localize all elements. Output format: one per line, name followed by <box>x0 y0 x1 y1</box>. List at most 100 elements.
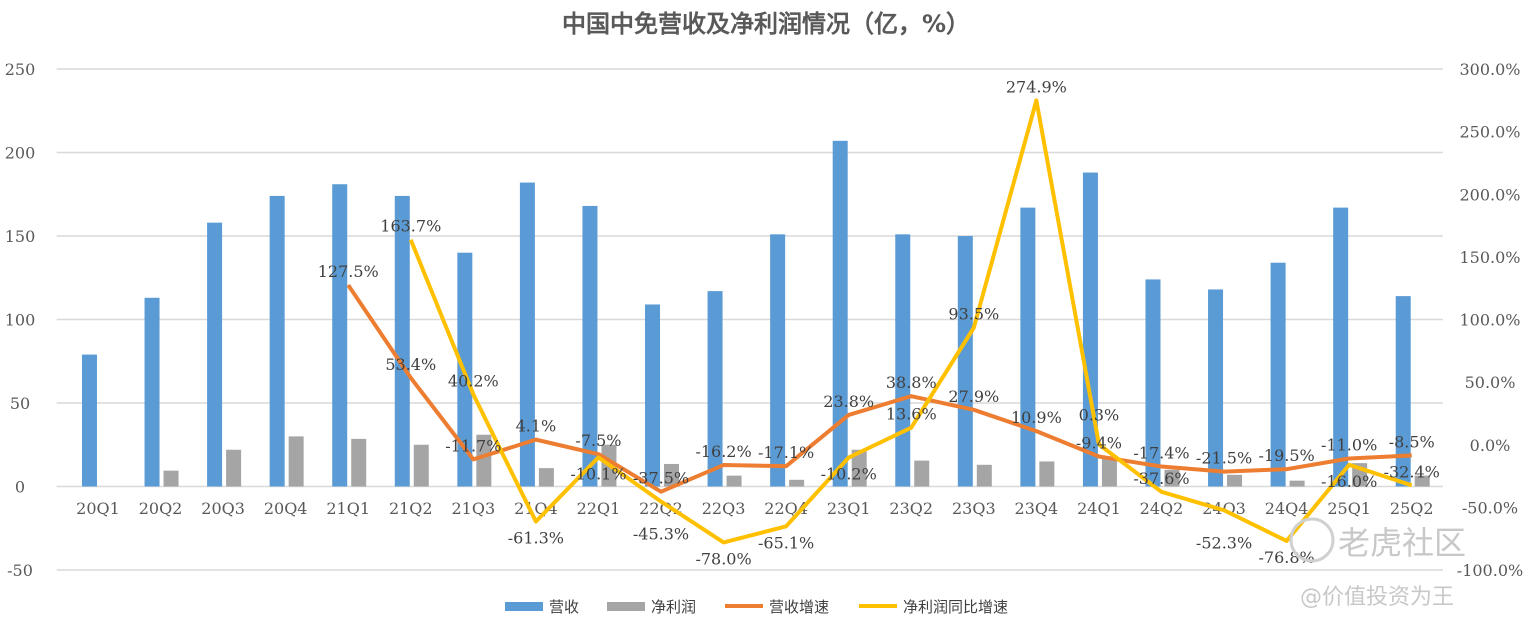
watermark: 老虎社区 @价值投资为王 <box>1289 517 1466 610</box>
data-label: -11.0% <box>1321 436 1377 455</box>
x-axis-tick: 21Q3 <box>452 499 496 518</box>
bar-营收 <box>707 291 723 487</box>
bar-营收 <box>832 140 848 487</box>
bar-营收 <box>1333 207 1349 487</box>
data-label: -21.5% <box>1196 449 1252 468</box>
x-axis-tick: 20Q3 <box>201 499 245 518</box>
watermark-author: @价值投资为王 <box>1300 585 1454 610</box>
data-label: 38.8% <box>886 373 937 392</box>
x-axis-tick: 23Q3 <box>952 499 996 518</box>
bar-净利润 <box>726 475 742 487</box>
bar-营收 <box>582 205 598 487</box>
bar-净利润 <box>226 449 242 487</box>
data-label: -37.5% <box>633 469 689 488</box>
data-label: 4.1% <box>516 417 557 436</box>
bar-营收 <box>1020 207 1036 487</box>
right-axis-tick: -100.0% <box>1457 561 1523 580</box>
watermark-logo-icon <box>1289 517 1335 563</box>
line-净利润同比增速 <box>408 98 1413 545</box>
data-label: -32.4% <box>1384 462 1440 481</box>
watermark-logo-text: 老虎社区 <box>1338 524 1466 562</box>
left-axis-tick: 0 <box>15 478 25 497</box>
bar-营收 <box>519 182 535 487</box>
data-label: -37.6% <box>1133 469 1189 488</box>
bar-营收 <box>1208 289 1224 487</box>
bar-净利润 <box>351 438 367 487</box>
bars <box>81 140 1430 487</box>
data-label: 27.9% <box>948 387 999 406</box>
x-axis-tick: 21Q1 <box>326 499 370 518</box>
data-label: -10.2% <box>821 465 877 484</box>
x-axis-tick: 22Q2 <box>639 499 683 518</box>
data-label: -8.5% <box>1389 432 1435 451</box>
bar-净利润 <box>1164 469 1180 487</box>
left-axis-tick: 100 <box>5 311 36 330</box>
bar-净利润 <box>1227 474 1243 487</box>
legend-swatch <box>607 602 645 611</box>
x-axis-tick: 25Q2 <box>1390 499 1434 518</box>
data-label: 163.7% <box>380 217 441 236</box>
left-axis-tick: 50 <box>10 394 30 413</box>
x-axis-tick: 22Q3 <box>702 499 746 518</box>
right-axis-tick: -50.0% <box>1462 498 1518 517</box>
bar-净利润 <box>664 463 680 487</box>
data-label: -17.1% <box>758 443 814 462</box>
bar-营收 <box>1270 262 1286 487</box>
right-axis-tick: 250.0% <box>1459 123 1520 142</box>
right-axis-ticks: -100.0% -50.0% 0.0% 50.0% 100.0% 150.0% 200.0%… <box>1457 60 1523 580</box>
legend-swatch <box>505 602 543 611</box>
legend-label: 营收 <box>549 598 579 616</box>
bar-净利润 <box>1414 475 1430 487</box>
x-axis-tick: 20Q1 <box>76 499 120 518</box>
data-label: 40.2% <box>448 371 499 390</box>
data-label: 10.9% <box>1011 408 1062 427</box>
x-axis-tick: 21Q2 <box>389 499 433 518</box>
bar-净利润 <box>789 479 805 487</box>
bar-营收 <box>770 234 786 487</box>
bar-营收 <box>957 236 973 487</box>
data-label: -76.8% <box>1258 548 1314 567</box>
bar-营收 <box>144 297 160 487</box>
data-label: 0.3% <box>1079 405 1120 424</box>
data-labels: 127.5% 53.4% -11.7% 4.1% -7.5% -37.5% -16.2% -1… <box>318 77 1440 568</box>
lines <box>346 98 1413 545</box>
left-axis-ticks: -50 0 50 100 150 200 250 <box>5 60 36 580</box>
x-axis-tick: 24Q4 <box>1265 499 1309 518</box>
left-axis-tick: 200 <box>5 144 36 163</box>
data-label: -65.1% <box>758 533 814 552</box>
data-label: -61.3% <box>508 529 564 548</box>
right-axis-tick: 100.0% <box>1459 311 1520 330</box>
data-label: 93.5% <box>948 305 999 324</box>
bar-净利润 <box>476 434 492 487</box>
bar-净利润 <box>1289 480 1305 487</box>
data-label: 127.5% <box>318 262 379 281</box>
bar-营收 <box>645 304 661 487</box>
data-label: -17.4% <box>1133 444 1189 463</box>
right-axis-tick: 150.0% <box>1459 248 1520 267</box>
line-营收增速 <box>346 283 1412 494</box>
data-label: -7.5% <box>575 431 621 450</box>
bar-净利润 <box>914 460 930 487</box>
data-label: -16.2% <box>695 442 751 461</box>
right-axis-tick: 300.0% <box>1459 60 1520 79</box>
bar-净利润 <box>1039 461 1055 487</box>
legend-label: 营收增速 <box>769 598 829 616</box>
left-axis-tick: 250 <box>5 60 36 79</box>
bar-净利润 <box>163 470 179 487</box>
legend: 营收 净利润 营收增速 净利润同比增速 <box>505 598 1008 616</box>
data-label: -10.1% <box>570 464 626 483</box>
bar-净利润 <box>288 436 304 487</box>
x-axis-tick: 24Q2 <box>1140 499 1184 518</box>
gridlines <box>56 68 1443 571</box>
bar-营收 <box>207 222 223 487</box>
bar-营收 <box>81 354 97 487</box>
data-label: -19.5% <box>1258 446 1314 465</box>
x-axis-tick: 20Q4 <box>264 499 308 518</box>
data-label: 53.4% <box>385 355 436 374</box>
data-label: 23.8% <box>823 392 874 411</box>
bar-净利润 <box>976 464 992 487</box>
right-axis-tick: 0.0% <box>1470 436 1511 455</box>
bar-净利润 <box>538 468 554 487</box>
left-axis-tick: -50 <box>7 561 33 580</box>
x-axis-tick: 22Q1 <box>577 499 621 518</box>
